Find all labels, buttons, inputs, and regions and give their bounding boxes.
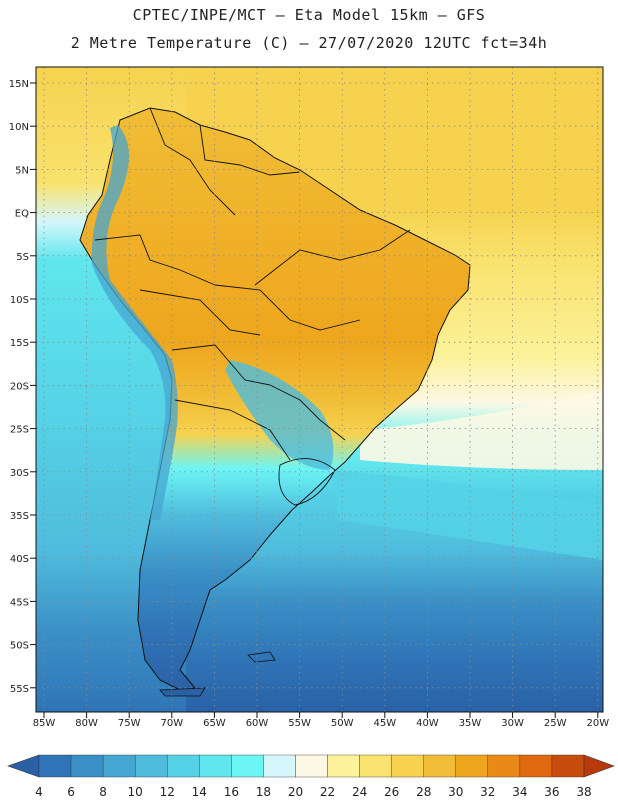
lon-label: 55W (288, 718, 311, 729)
colorbar-label: 8 (99, 785, 107, 799)
longitude-labels: 85W 80W 75W 70W 65W 60W 55W 50W 45W 40W 35W 30W 25W 2… (33, 712, 609, 729)
lon-label: 45W (373, 718, 396, 729)
falkland-islands (247, 651, 276, 663)
colorbar-swatch (423, 754, 456, 778)
map-title-line-2: 2 Metre Temperature (C) – 27/07/2020 12U… (70, 34, 548, 52)
lon-label: 25W (544, 718, 567, 729)
map-field (36, 67, 603, 712)
map-frame (35, 66, 604, 713)
tierra-del-fuego (159, 687, 206, 697)
colorbar-label: 22 (320, 785, 335, 799)
colorbar-swatch (551, 754, 585, 778)
southern-cool-tongue (225, 360, 334, 470)
lat-label: 5S (16, 252, 29, 263)
atlantic-cool-band (330, 470, 603, 560)
colorbar-label: 28 (416, 785, 431, 799)
atlantic-mild-band (360, 390, 603, 470)
map-title-line-1: CPTEC/INPE/MCT – Eta Model 15km – GFS (132, 6, 486, 24)
lon-label: 30W (501, 718, 524, 729)
colorbar-label: 10 (128, 785, 143, 799)
colorbar-label: 20 (288, 785, 303, 799)
colorbar-swatch (167, 754, 200, 778)
colorbar-label: 12 (160, 785, 175, 799)
lat-lon-grid (36, 67, 603, 712)
lon-label: 70W (160, 718, 183, 729)
colorbar-swatch (487, 754, 521, 778)
colorbar-swatch (70, 754, 104, 778)
lat-label: 45S (10, 597, 29, 608)
colorbar-swatch (455, 754, 489, 778)
lon-label: 75W (118, 718, 141, 729)
colorbar-label: 6 (67, 785, 75, 799)
colorbar-min-arrow (7, 754, 40, 778)
lat-label: 20S (10, 381, 29, 392)
colorbar-swatch (519, 754, 553, 778)
colorbar-label: 30 (448, 785, 463, 799)
colorbar-swatch (391, 754, 424, 778)
color-bar: 4 6 8 10 12 14 16 18 20 22 24 26 28 30 32 34 36 38 (7, 754, 615, 799)
lat-label: 25S (10, 425, 29, 436)
colorbar-label: 16 (224, 785, 239, 799)
colorbar-label: 18 (256, 785, 271, 799)
lat-label: 15S (10, 338, 29, 349)
colorbar-label: 36 (544, 785, 559, 799)
colorbar-swatch (295, 754, 328, 778)
lat-label: 30S (10, 468, 29, 479)
country-borders (94, 107, 411, 506)
colorbar-label: 4 (35, 785, 43, 799)
lat-label: EQ (15, 209, 29, 220)
colorbar-swatch (231, 754, 264, 778)
colorbar-label: 38 (576, 785, 591, 799)
colorbar-swatch (102, 754, 136, 778)
lat-label: 40S (10, 554, 29, 565)
lon-label: 65W (203, 718, 226, 729)
colorbar-max-arrow (583, 754, 615, 778)
lon-label: 80W (75, 718, 98, 729)
colorbar-swatch (199, 754, 232, 778)
lon-label: 35W (459, 718, 482, 729)
colorbar-swatch (327, 754, 360, 778)
lat-label: 10S (10, 295, 29, 306)
lat-label: 5N (15, 165, 29, 176)
colorbar-label: 24 (352, 785, 367, 799)
lat-label: 55S (10, 684, 29, 695)
colorbar-swatch (38, 754, 72, 778)
colorbar-label: 32 (480, 785, 495, 799)
lat-label: 10N (9, 122, 29, 133)
colorbar-label: 34 (512, 785, 527, 799)
colorbar-swatch (263, 754, 296, 778)
latitude-labels: 15N 10N 5N EQ 5S 10S 15S 20S 25S 30S 35S 40S 45S 50S 5… (9, 79, 36, 695)
lon-label: 85W (33, 718, 56, 729)
colorbar-swatch (359, 754, 392, 778)
andes-cool-strip (91, 125, 178, 520)
lat-label: 50S (10, 641, 29, 652)
lat-label: 15N (9, 79, 29, 90)
lon-label: 60W (246, 718, 269, 729)
colorbar-label: 14 (192, 785, 207, 799)
lon-label: 50W (331, 718, 354, 729)
colorbar-label: 26 (384, 785, 399, 799)
lat-label: 35S (10, 511, 29, 522)
colorbar-swatch (134, 754, 168, 778)
lon-label: 40W (416, 718, 439, 729)
lon-label: 20W (586, 718, 609, 729)
